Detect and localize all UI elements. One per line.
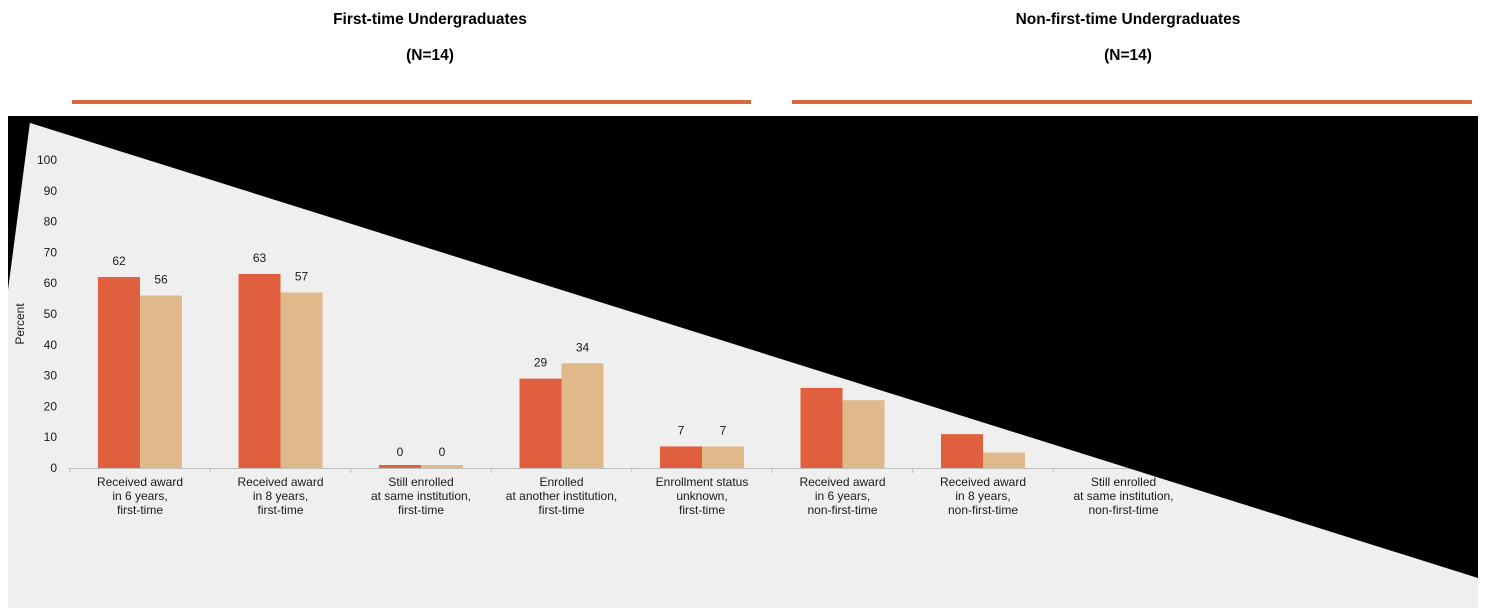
bar xyxy=(702,446,744,468)
group-n-first-time: (N=14) xyxy=(406,47,454,65)
bar-value-label: 34 xyxy=(576,340,590,354)
bar xyxy=(421,465,463,468)
bar-value-label: 63 xyxy=(253,251,267,265)
group-rule-first-time xyxy=(72,100,751,104)
bar xyxy=(800,387,843,468)
y-tick-label: 60 xyxy=(44,276,58,290)
bar-value-label: 57 xyxy=(295,269,309,283)
x-tick-label-line: at another institution, xyxy=(506,489,617,503)
bar-value-label: 29 xyxy=(534,356,548,370)
x-tick-label-line: Still enrolled xyxy=(1091,475,1156,489)
x-tick-label-line: non-first-time xyxy=(807,503,877,517)
x-tick-label-line: non-first-time xyxy=(948,503,1018,517)
x-tick-label-line: first-time xyxy=(258,503,304,517)
y-tick-label: 20 xyxy=(44,399,58,413)
x-tick-label: Enrolled at another institution, first-tim… xyxy=(506,475,617,517)
y-tick-label: 100 xyxy=(37,153,57,167)
x-tick-label: Enrollment status unknown, first-time xyxy=(656,475,749,517)
bar xyxy=(660,446,702,468)
x-tick-label-line: at same institution, xyxy=(1073,489,1173,503)
y-tick-label: 90 xyxy=(44,184,58,198)
x-tick-label-line: Received award xyxy=(799,475,885,489)
bar xyxy=(379,465,421,468)
x-tick-label-line: first-time xyxy=(398,503,444,517)
group-n-non-first-time: (N=14) xyxy=(1104,47,1152,65)
group-title-first-time-label: First-time Undergraduates xyxy=(333,11,527,28)
x-tick-label-line: in 8 years, xyxy=(253,489,308,503)
x-tick-label-line: Enrollment status xyxy=(656,475,749,489)
x-tick-label: Received award in 6 years, first-time xyxy=(97,475,183,517)
occluding-overlay-left xyxy=(8,116,30,290)
bar xyxy=(98,277,140,468)
x-tick-label: Received award in 8 years, non-first-time xyxy=(940,475,1026,517)
x-tick-label: Received award in 6 years, non-first-time xyxy=(799,475,885,517)
y-tick-label: 50 xyxy=(44,307,58,321)
x-tick-label: Still enrolled at same institution, first-… xyxy=(371,475,471,517)
group-rule-non-first-time xyxy=(792,100,1472,104)
group-title-non-first-time-label: Non-first-time Undergraduates xyxy=(1015,11,1241,28)
x-tick-label-line: first-time xyxy=(539,503,585,517)
bar-value-label: 0 xyxy=(397,445,404,459)
occluding-overlay xyxy=(8,116,1478,578)
x-tick-label-line: Still enrolled xyxy=(388,475,453,489)
bar xyxy=(238,273,281,468)
bar xyxy=(561,363,604,468)
y-tick-label: 40 xyxy=(44,338,58,352)
bar xyxy=(983,452,1025,468)
x-tick-label-line: non-first-time xyxy=(1088,503,1158,517)
x-tick-label: Still enrolled at same institution, non-fi… xyxy=(1073,475,1173,517)
bar xyxy=(842,400,885,468)
bar xyxy=(140,295,182,468)
group-title-non-first-time: Non-first-time Undergraduates (N=14) xyxy=(878,10,1378,66)
x-tick-label-line: Enrolled xyxy=(539,475,583,489)
y-tick-label: 70 xyxy=(44,245,58,259)
y-tick-label: 80 xyxy=(44,215,58,229)
x-tick-label: Received award in 8 years, first-time xyxy=(237,475,323,517)
x-tick-label-line: at same institution, xyxy=(371,489,471,503)
x-tick-label-line: Received award xyxy=(237,475,323,489)
bar-value-label: 7 xyxy=(678,423,685,437)
group-title-first-time: First-time Undergraduates (N=14) xyxy=(180,10,680,66)
x-tick-label-line: first-time xyxy=(679,503,725,517)
x-tick-label-line: in 6 years, xyxy=(112,489,167,503)
bar-value-label: 62 xyxy=(112,254,126,268)
x-tick-label-line: Received award xyxy=(940,475,1026,489)
y-tick-label: 30 xyxy=(44,369,58,383)
bar-value-label: 56 xyxy=(154,273,168,287)
y-tick-label: 10 xyxy=(44,430,58,444)
bar xyxy=(280,292,323,468)
x-tick-label-line: unknown, xyxy=(676,489,727,503)
y-tick-label: 0 xyxy=(50,461,57,475)
bar-value-label: 7 xyxy=(720,423,727,437)
bar xyxy=(519,378,562,468)
bar-value-label: 0 xyxy=(439,445,446,459)
x-tick-label-line: in 8 years, xyxy=(955,489,1010,503)
bar xyxy=(941,434,983,468)
x-tick-label-line: Received award xyxy=(97,475,183,489)
x-tick-label-line: in 6 years, xyxy=(815,489,870,503)
x-tick-label-line: first-time xyxy=(117,503,163,517)
y-axis-label: Percent xyxy=(13,303,27,345)
